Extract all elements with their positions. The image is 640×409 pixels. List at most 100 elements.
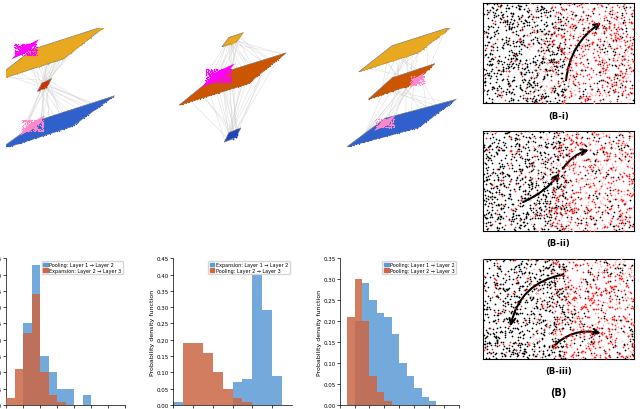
Point <box>223 69 233 76</box>
Point <box>426 35 436 42</box>
Point <box>356 139 367 145</box>
Point <box>405 79 415 86</box>
Point <box>559 44 569 51</box>
Point <box>192 97 202 103</box>
Point <box>29 123 39 130</box>
Point <box>33 127 44 134</box>
Point <box>60 110 70 116</box>
Point <box>384 82 394 89</box>
Point <box>598 130 609 137</box>
Point <box>628 336 638 342</box>
Point <box>31 134 41 141</box>
Point <box>486 47 496 54</box>
Point <box>397 52 408 59</box>
Point <box>371 90 381 97</box>
Point <box>536 212 547 218</box>
Point <box>55 126 65 133</box>
Point <box>593 306 604 313</box>
Point <box>67 119 77 126</box>
Point <box>22 53 33 59</box>
Point <box>610 59 620 65</box>
Point <box>238 66 248 72</box>
Point <box>26 62 36 68</box>
Point <box>42 124 52 131</box>
Point <box>526 32 536 39</box>
Point <box>35 63 45 69</box>
Point <box>428 37 438 44</box>
Point <box>586 296 596 302</box>
Point <box>521 286 531 293</box>
Point <box>628 204 639 210</box>
Point <box>220 72 230 78</box>
Point <box>600 190 610 197</box>
Point <box>545 342 555 348</box>
Point <box>515 177 525 183</box>
Point <box>540 265 550 272</box>
Point <box>538 38 548 45</box>
Point <box>523 10 533 16</box>
Point <box>61 53 71 60</box>
Point <box>369 93 380 100</box>
Point <box>207 75 217 81</box>
Point <box>413 118 423 124</box>
Point <box>528 193 538 200</box>
Point <box>47 52 57 58</box>
Point <box>212 88 222 94</box>
Point <box>390 49 401 56</box>
Point <box>186 95 196 101</box>
Point <box>27 133 37 139</box>
Point <box>532 168 543 174</box>
Point <box>591 306 602 313</box>
Point <box>233 66 243 73</box>
Point <box>529 81 539 87</box>
Point <box>36 123 46 130</box>
Point <box>556 94 566 100</box>
Point <box>44 118 54 124</box>
Point <box>385 117 396 124</box>
Point <box>563 279 573 286</box>
Point <box>479 83 490 90</box>
Point <box>367 62 377 68</box>
Point <box>602 196 612 203</box>
Point <box>606 142 616 148</box>
Point <box>612 349 622 355</box>
Point <box>597 302 607 308</box>
Point <box>357 138 367 145</box>
Point <box>19 129 29 135</box>
Point <box>561 17 572 23</box>
Point <box>536 346 547 353</box>
Point <box>400 43 410 49</box>
Point <box>556 89 566 95</box>
Point <box>89 101 99 107</box>
Point <box>551 145 561 151</box>
Point <box>421 109 431 115</box>
Point <box>523 226 533 232</box>
Point <box>568 326 579 332</box>
Point <box>385 85 395 92</box>
Point <box>535 129 545 135</box>
Point <box>614 137 625 144</box>
Point <box>481 7 492 14</box>
Point <box>438 103 448 110</box>
Point <box>380 49 390 56</box>
Point <box>554 304 564 310</box>
Point <box>400 50 410 56</box>
Point <box>497 170 507 176</box>
Point <box>67 119 77 125</box>
Point <box>554 175 564 182</box>
Point <box>593 342 603 348</box>
Point <box>551 52 561 58</box>
Point <box>212 74 223 81</box>
Point <box>562 344 572 350</box>
Point <box>40 54 51 61</box>
Point <box>504 21 514 28</box>
Point <box>10 42 20 48</box>
Point <box>536 226 546 232</box>
Point <box>518 189 528 195</box>
Point <box>509 77 519 84</box>
Point <box>618 198 628 204</box>
Point <box>627 52 637 58</box>
Point <box>34 51 44 58</box>
Point <box>440 29 450 36</box>
Point <box>597 164 607 171</box>
